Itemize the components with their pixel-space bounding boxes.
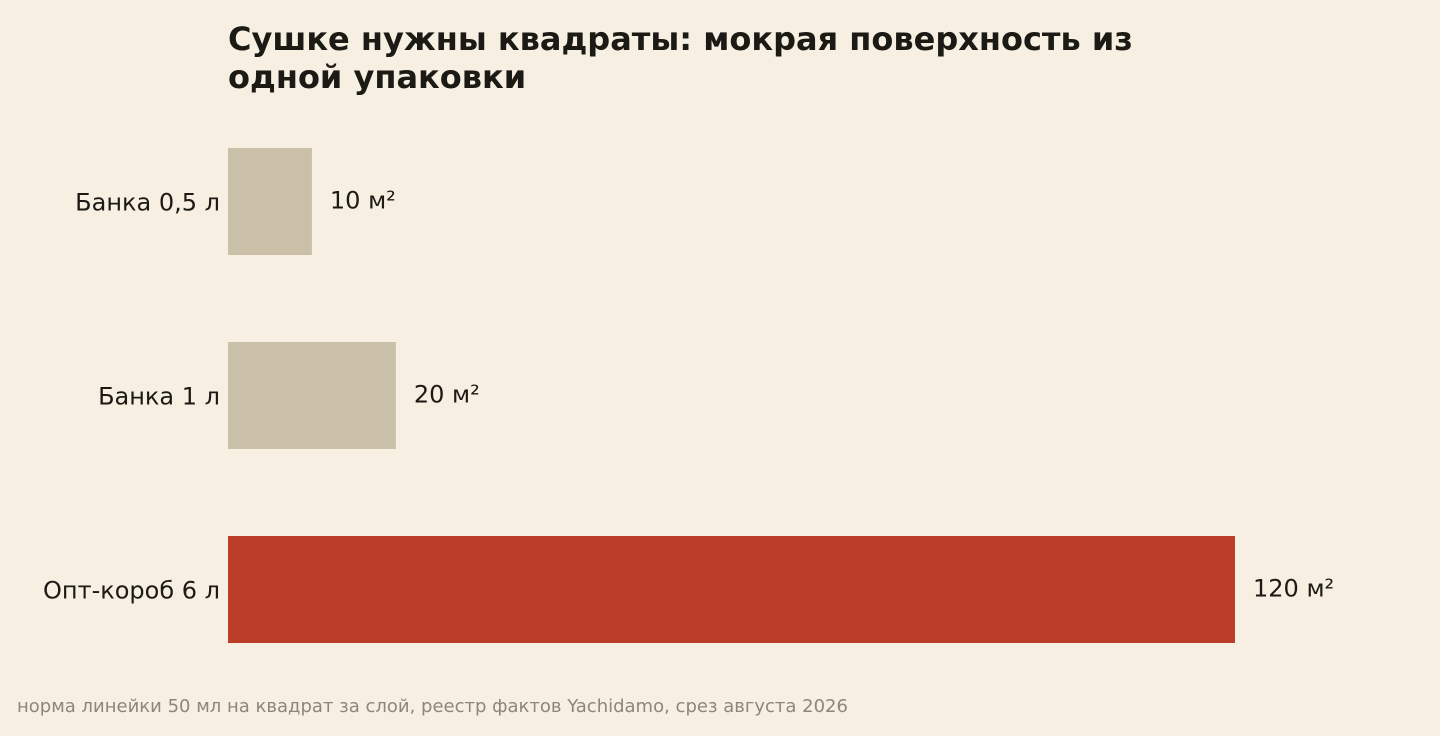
bar-2: [228, 342, 396, 449]
bar-3: [228, 536, 1235, 643]
value-label-3: 120 м²: [1253, 575, 1334, 603]
category-label-2: Банка 1 л: [98, 383, 220, 411]
category-label-1: Банка 0,5 л: [75, 189, 220, 217]
bars-group: Банка 0,5 л 10 м² Банка 1 л 20 м² Опт-короб …: [43, 148, 1334, 643]
bar-1: [228, 148, 312, 255]
value-label-1: 10 м²: [330, 187, 396, 215]
category-label-3: Опт-короб 6 л: [43, 577, 220, 605]
value-label-2: 20 м²: [414, 381, 480, 409]
chart-title: Сушке нужны квадраты: мокрая поверхность…: [228, 20, 1133, 96]
chart-footnote: норма линейки 50 мл на квадрат за слой, …: [17, 696, 848, 717]
